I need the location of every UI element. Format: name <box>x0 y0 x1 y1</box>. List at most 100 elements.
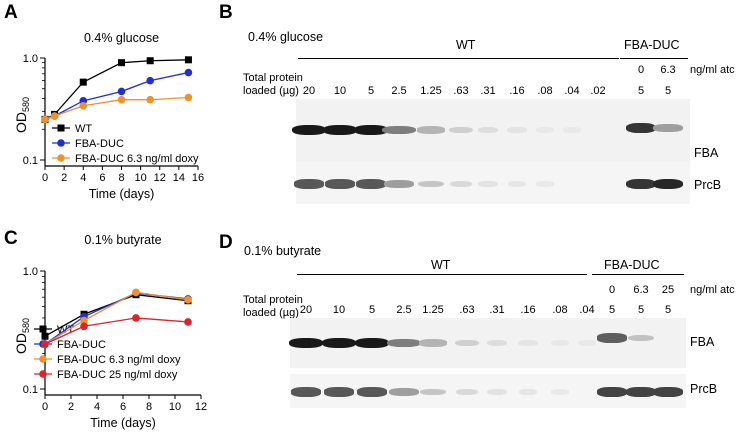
blot-b-lane-load: 20 <box>302 85 316 97</box>
blot-d-total-protein-line1: Total protein <box>243 294 303 306</box>
blot-d-lane-load: .63 <box>459 304 475 316</box>
blot-d-total-protein-line2: loaded (µg) <box>243 307 299 319</box>
blot-b-lane-load: .04 <box>564 85 580 97</box>
blot-b-atc-conc: 0 <box>637 64 645 76</box>
blot-d-duc-load: 5 <box>608 304 616 316</box>
chart-c-point <box>41 332 49 340</box>
chart-a-point <box>184 68 193 77</box>
chart-a-x-tick-label: 8 <box>118 172 124 184</box>
chart-c-point <box>80 316 88 325</box>
blot-b-fba-band <box>626 122 656 134</box>
blot-d-fba-band <box>418 339 448 347</box>
blot-b-fba-band <box>535 126 555 134</box>
chart-c-x-tick-label: 12 <box>195 401 207 413</box>
blot-d-prcb-label: PrcB <box>690 382 718 396</box>
blot-d-fba-band <box>355 337 389 349</box>
blot-d-duc-load: 5 <box>637 304 645 316</box>
blot-b-duc-load: 5 <box>664 85 672 97</box>
chart-c-x-tick-label: 0 <box>42 401 48 413</box>
chart-c-legend-marker <box>39 325 47 333</box>
blot-b-fba-band <box>507 126 527 134</box>
blot-b-duc-load: 5 <box>637 85 645 97</box>
chart-a-point <box>146 76 154 85</box>
blot-b-atc-label: ng/ml atc <box>690 64 735 76</box>
chart-a-xlabel: Time (days) <box>89 187 155 201</box>
chart-c-point <box>80 322 88 331</box>
blot-d-prcb-band <box>518 388 538 396</box>
blot-d-fba-band <box>322 337 356 349</box>
chart-a-x-tick-label: 2 <box>61 172 67 184</box>
blot-d-prcb-band <box>291 387 321 397</box>
chart-a-x-tick-label: 16 <box>192 172 204 184</box>
chart-c-x-tick-label: 6 <box>120 401 126 413</box>
blot-b-fba-band <box>416 126 446 134</box>
chart-a-x-tick-label: 10 <box>135 172 147 184</box>
chart-a-point <box>184 93 193 102</box>
chart-c: 0.1% butyrate 0 2 4 6 8 10 12 0.1 1.0 Time (days) O… <box>13 233 207 430</box>
chart-a-ylabel: OD580 <box>13 97 31 133</box>
blot-d-lane-load: .08 <box>552 304 568 316</box>
blot-b-fba-band <box>292 124 326 136</box>
chart-a-x-tick-label: 12 <box>154 172 166 184</box>
chart-c-series-line <box>44 292 189 345</box>
chart-c-point <box>184 318 192 326</box>
blot-b-lane-load: 5 <box>367 85 375 97</box>
chart-a-x-tick-label: 0 <box>42 172 48 184</box>
chart-a-ylabel-subscript: 580 <box>21 97 31 112</box>
panel-letter-c: C <box>4 228 18 249</box>
chart-a-x-tick-label: 14 <box>173 172 185 184</box>
blot-b-prcb-band <box>626 178 656 190</box>
blot-d-lane-load: 2.5 <box>396 304 412 316</box>
blot-b-prcb-band <box>535 180 555 188</box>
chart-c-ylabel: OD580 <box>13 318 31 354</box>
blot-d-fba-band <box>518 339 538 347</box>
blot-b-prcb-band <box>294 179 324 189</box>
blot-b-duc-bracket <box>620 58 688 59</box>
chart-a-point <box>50 112 59 120</box>
blot-b-duc-label: FBA-DUC <box>624 38 680 52</box>
chart-c-legend-label: FBA-DUC 25 ng/ml doxy <box>57 369 178 381</box>
chart-c-y-tick-label: 0.1 <box>23 384 38 396</box>
blot-b-total-protein-line2: loaded (µg) <box>243 85 299 97</box>
blot-d-total-protein-label: Total protein loaded (µg) <box>243 294 303 320</box>
chart-a-point <box>117 87 126 96</box>
blot-d-fba-band <box>550 339 570 347</box>
chart-a-point <box>146 57 154 65</box>
chart-c-point <box>132 288 140 297</box>
blot-d-lane-load: .04 <box>579 304 595 316</box>
blot-d-duc-load: 5 <box>664 304 672 316</box>
chart-c-legend-marker <box>39 370 47 378</box>
chart-a-point <box>117 95 126 104</box>
chart-a-legend-label: FBA-DUC <box>75 138 124 150</box>
blot-b-prcb-band <box>478 180 498 188</box>
blot-b-fba-band <box>477 126 499 134</box>
blot-d-atc-conc: 0 <box>608 284 616 296</box>
blot-d-lane-load: 5 <box>368 304 376 316</box>
chart-c-x-tick-label: 2 <box>68 401 74 413</box>
chart-a-x-tick-label: 4 <box>80 172 86 184</box>
chart-c-legend-label: FBA-DUC 6.3 ng/ml doxy <box>57 354 181 366</box>
blot-d-prcb-band <box>487 388 507 396</box>
blot-b-prcb-band <box>418 180 444 188</box>
blot-d-atc-label: ng/ml atc <box>690 284 735 296</box>
blot-b-fba-band <box>382 125 416 135</box>
blot-d-prcb-band <box>324 387 354 397</box>
blot-d-fba-band <box>577 339 597 346</box>
chart-c-series-line <box>44 291 189 345</box>
blot-b-prcb-band <box>356 179 386 189</box>
chart-a-legend-label: FBA-DUC 6.3 ng/ml doxy <box>75 153 199 165</box>
chart-a-y-tick-label: 0.1 <box>23 155 38 167</box>
blot-d-fba-band <box>289 337 323 349</box>
chart-a-point <box>184 56 192 64</box>
blot-d-prcb-band <box>420 388 446 396</box>
chart-c-ylabel-subscript: 580 <box>21 318 31 333</box>
chart-a-legend-marker <box>57 124 65 132</box>
blot-b-prcb-label: PrcB <box>694 178 722 192</box>
chart-c-point <box>184 296 192 304</box>
blot-b-lane-load: .63 <box>453 85 469 97</box>
blot-b-wt-label: WT <box>456 38 476 52</box>
blot-b-total-protein-label: Total protein loaded (µg) <box>243 72 303 98</box>
blot-d-lane-load: .31 <box>489 304 505 316</box>
blot-d-prcb-band <box>550 388 570 396</box>
blot-b-prcb-band <box>507 180 527 188</box>
